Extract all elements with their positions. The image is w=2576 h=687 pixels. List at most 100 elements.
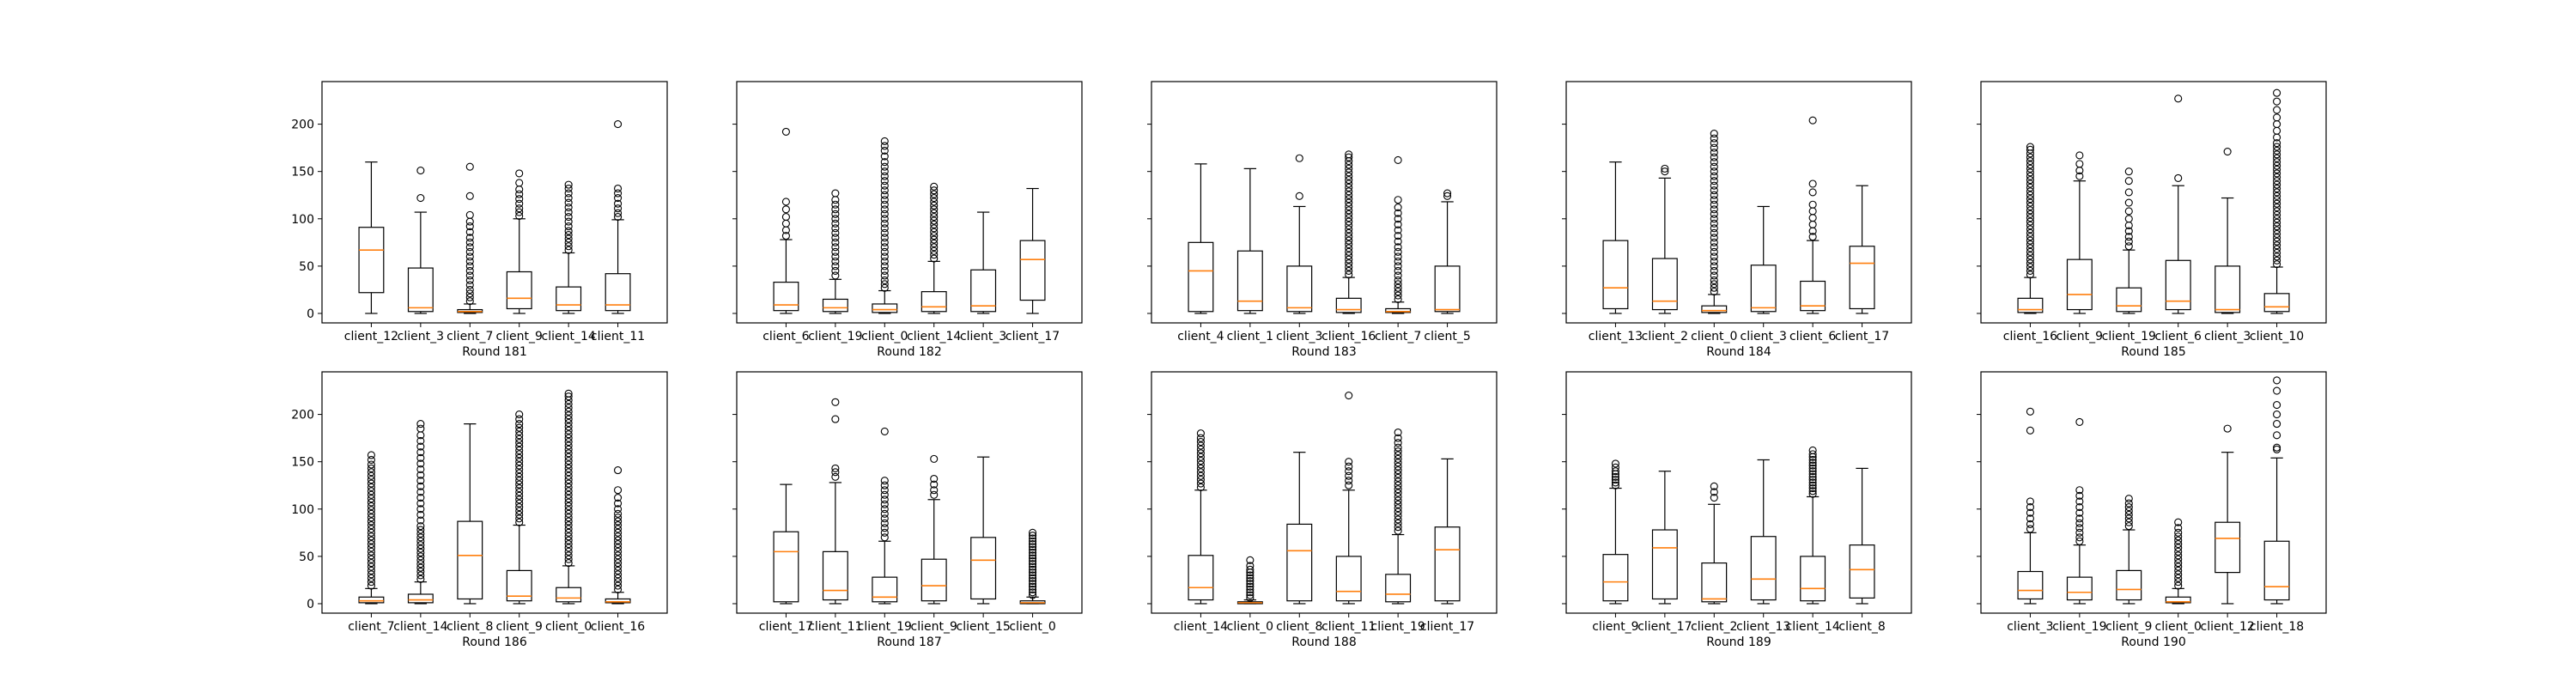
flier-point: [2026, 172, 2034, 180]
flier-point: [880, 247, 889, 256]
flier-point: [614, 578, 623, 587]
flier-point: [515, 488, 524, 496]
flier-point: [416, 575, 425, 583]
flier-point: [2026, 426, 2034, 435]
flier-point: [416, 556, 425, 564]
flier-point: [2026, 210, 2034, 218]
x-tick-label: client_12: [2201, 620, 2255, 634]
flier-point: [2273, 180, 2281, 189]
flier-point: [1710, 283, 1718, 292]
flier-point: [1808, 489, 1817, 498]
flier-point: [2075, 486, 2084, 495]
flier-point: [367, 555, 375, 563]
flier-point: [2273, 256, 2281, 264]
axes-frame: [736, 81, 1083, 324]
flier-point: [1345, 183, 1353, 192]
flier-point: [1246, 582, 1255, 591]
flier-point: [367, 451, 375, 459]
flier-point: [515, 469, 524, 477]
flier-point: [416, 529, 425, 538]
flier-point: [515, 431, 524, 440]
flier-point: [880, 486, 889, 495]
flier-point: [2026, 236, 2034, 245]
flier-point: [2174, 524, 2183, 532]
flier-point: [831, 398, 840, 406]
flier-point: [2273, 241, 2281, 250]
y-tick-label: 100: [291, 503, 314, 517]
box-client_0: [1236, 556, 1263, 605]
flier-point: [367, 483, 375, 491]
flier-point: [564, 389, 573, 398]
flier-point: [2026, 497, 2034, 506]
flier-point: [515, 190, 524, 198]
flier-point: [1345, 210, 1353, 218]
box-client_19: [822, 189, 848, 314]
x-tick-label: client_19: [808, 330, 862, 344]
flier-point: [416, 560, 425, 568]
flier-point: [564, 449, 573, 458]
box-client_17: [1019, 187, 1046, 314]
flier-point: [465, 243, 474, 252]
flier-point: [564, 445, 573, 453]
flier-point: [564, 476, 573, 484]
flier-point: [1246, 591, 1255, 599]
flier-point: [1710, 139, 1718, 148]
x-tick-label: client_14: [1174, 620, 1228, 634]
flier-point: [1196, 429, 1205, 438]
flier-point: [2273, 196, 2281, 204]
box-client_18: [2263, 376, 2290, 605]
flier-point: [831, 215, 840, 223]
flier-point: [880, 137, 889, 145]
box-client_6: [773, 127, 799, 314]
x-tick-label: client_0: [545, 620, 592, 634]
x-tick-label: client_14: [542, 330, 596, 344]
flier-point: [880, 481, 889, 489]
box-client_9: [920, 454, 947, 605]
flier-point: [1808, 200, 1817, 209]
flier-point: [515, 211, 524, 221]
flier-point: [1345, 202, 1353, 211]
flier-point: [2174, 532, 2183, 541]
flier-point: [1808, 464, 1817, 472]
flier-point: [2273, 410, 2281, 419]
flier-point: [2026, 195, 2034, 204]
flier-point: [1394, 439, 1402, 447]
flier-point: [1394, 266, 1402, 275]
y-tick-label: 50: [299, 550, 314, 564]
flier-point: [614, 184, 623, 193]
x-tick-label: client_0: [1227, 620, 1273, 634]
box-client_14: [1800, 446, 1826, 605]
flier-point: [2273, 146, 2281, 155]
flier-point: [564, 544, 573, 552]
flier-point: [880, 280, 889, 289]
x-tick-label: client_7: [348, 620, 394, 634]
flier-point: [564, 434, 573, 442]
flier-point: [880, 490, 889, 499]
flier-point: [1246, 576, 1255, 586]
flier-point: [930, 205, 939, 214]
y-tick-label: 150: [291, 456, 314, 470]
flier-point: [1345, 458, 1353, 466]
box-client_3: [1750, 205, 1777, 314]
flier-point: [1029, 554, 1037, 562]
flier-point: [515, 427, 524, 435]
x-tick-label: client_6: [2155, 330, 2202, 344]
flier-point: [1394, 496, 1402, 505]
flier-point: [515, 420, 524, 429]
x-tick-label: client_16: [591, 620, 645, 634]
flier-point: [2124, 237, 2133, 246]
x-tick-label: client_17: [1637, 620, 1692, 634]
flier-point: [515, 472, 524, 481]
x-tick-label: client_14: [907, 330, 961, 344]
flier-point: [2273, 188, 2281, 197]
flier-point: [1029, 580, 1037, 588]
flier-point: [515, 514, 524, 523]
flier-point: [2075, 524, 2084, 532]
x-tick-label: client_17: [759, 620, 813, 634]
flier-point: [831, 219, 840, 228]
flier-point: [880, 243, 889, 252]
flier-point: [831, 472, 840, 481]
flier-point: [1394, 526, 1402, 535]
x-tick-label: client_16: [2003, 330, 2057, 344]
